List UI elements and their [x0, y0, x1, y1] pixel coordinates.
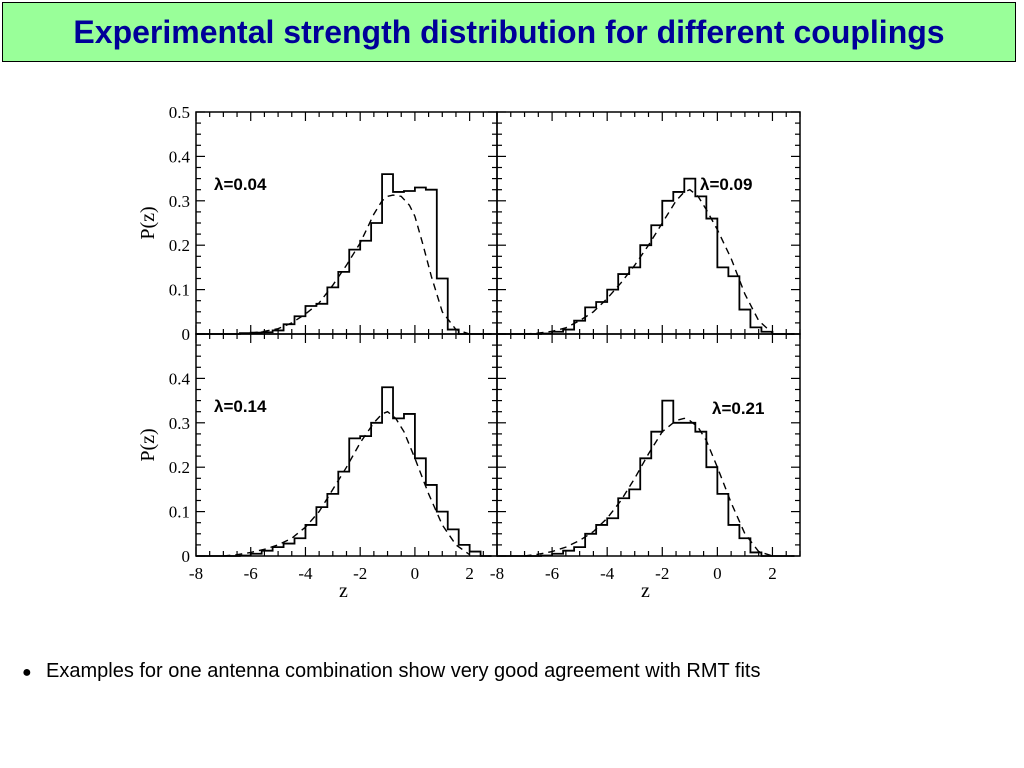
title-banner: Experimental strength distribution for d…: [2, 2, 1016, 62]
x-tick-label: -4: [600, 564, 615, 583]
y-tick-label: 0.5: [169, 103, 190, 122]
x-tick-label: 0: [713, 564, 722, 583]
y-tick-label: 0.3: [169, 414, 190, 433]
y-tick-label: 0.4: [169, 147, 191, 166]
y-tick-label: 0.3: [169, 192, 190, 211]
coupling-label: λ=0.14: [214, 397, 267, 416]
x-tick-label: 2: [768, 564, 777, 583]
x-tick-label: -4: [298, 564, 313, 583]
panel-frame: [496, 111, 801, 335]
coupling-label: λ=0.04: [214, 175, 267, 194]
panel-1: 0 0.1 0.2 0.3 0.4 0.5 P(z) λ=0.04: [137, 103, 498, 344]
fit-series: [223, 410, 471, 557]
histogram-series: [497, 177, 795, 335]
x-tick-label: 0: [411, 564, 420, 583]
slide-title: Experimental strength distribution for d…: [73, 13, 945, 50]
y-tick-label: 0.1: [169, 281, 190, 300]
x-tick-label: -6: [545, 564, 559, 583]
x-tick-label: -8: [189, 564, 203, 583]
x-tick-label: -2: [655, 564, 669, 583]
y-tick-label: 0: [182, 547, 191, 566]
x-tick-label: -8: [490, 564, 504, 583]
x-axis-label: z: [339, 580, 348, 602]
panel-frame: [195, 111, 498, 335]
panel-frame: [195, 333, 498, 557]
bullet-point: ● Examples for one antenna combination sh…: [22, 660, 760, 683]
y-tick-label: 0: [182, 325, 191, 344]
fit-series: [250, 194, 470, 335]
y-tick-label: 0.4: [169, 369, 191, 388]
fit-series: [524, 188, 773, 335]
histogram-series: [196, 386, 492, 557]
y-axis-label: P(z): [137, 206, 159, 239]
fit-series: [524, 417, 773, 557]
x-tick-label: 2: [465, 564, 474, 583]
y-tick-label: 0.2: [169, 236, 190, 255]
panel-frame: [496, 333, 801, 557]
panel-3: 0 0.1 0.2 0.3 0.4 P(z) -8 -6 -4 -2 0 2 z λ=0.14: [137, 333, 498, 602]
bullet-marker: ●: [22, 664, 32, 681]
histogram-series: [196, 173, 492, 335]
histogram-series: [497, 399, 795, 557]
y-tick-label: 0.2: [169, 458, 190, 477]
bullet-text: Examples for one antenna combination sho…: [46, 660, 761, 682]
x-tick-label: -2: [353, 564, 367, 583]
coupling-label: λ=0.21: [712, 399, 764, 418]
y-axis-label: P(z): [137, 428, 159, 461]
y-tick-label: 0.1: [169, 503, 190, 522]
x-tick-label: -6: [244, 564, 258, 583]
panel-2: λ=0.09: [496, 111, 801, 335]
panel-4: -8 -6 -4 -2 0 2 z λ=0.21: [490, 333, 801, 602]
coupling-label: λ=0.09: [700, 175, 752, 194]
x-axis-label: z: [641, 580, 650, 602]
